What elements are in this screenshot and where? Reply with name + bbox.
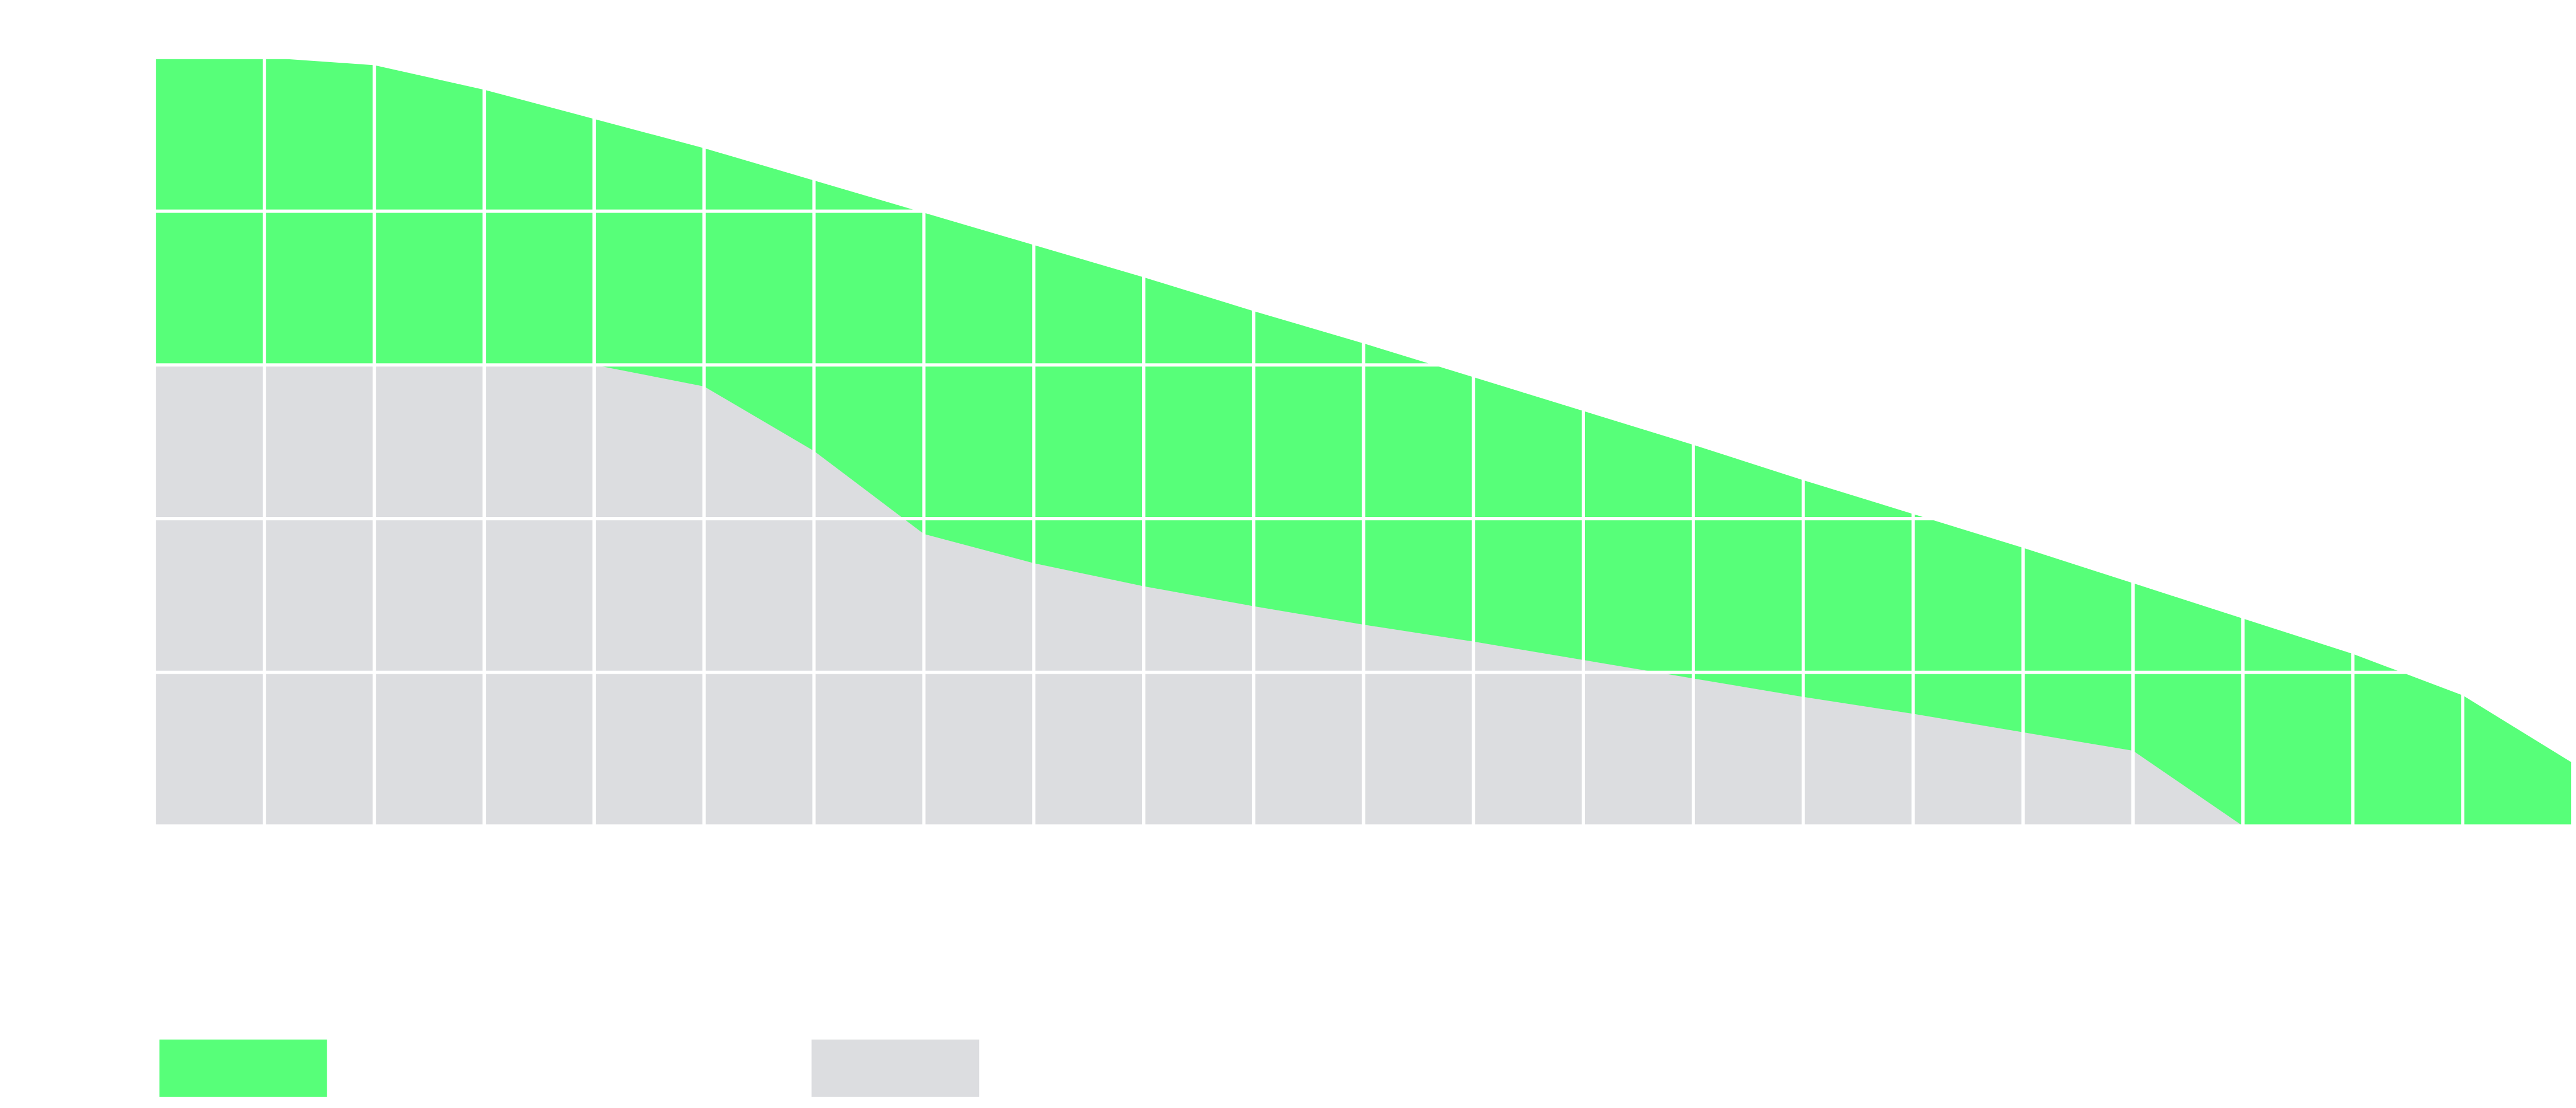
area [154, 365, 2573, 826]
legend-swatch [159, 1039, 327, 1097]
legend-swatch [811, 1039, 980, 1097]
